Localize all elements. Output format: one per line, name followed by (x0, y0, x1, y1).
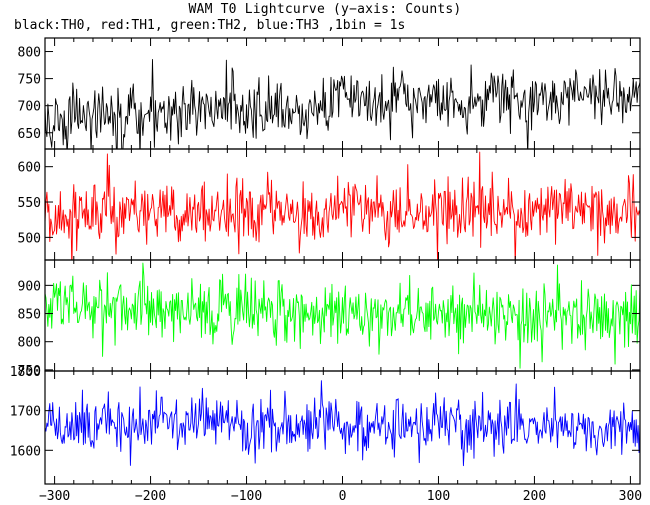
y-tick-label: 500 (18, 231, 41, 246)
x-tick-label: 300 (619, 489, 642, 504)
panel-th0: 650 700 750 800 (18, 37, 641, 150)
series-line-th1 (45, 151, 640, 260)
y-tick-label: 700 (18, 100, 41, 115)
x-tick-label: 200 (523, 489, 546, 504)
y-tick-label: 600 (18, 161, 41, 176)
chart-title: WAM T0 Lightcurve (y−axis: Counts) (188, 2, 462, 17)
y-tick-label: 800 (18, 336, 41, 351)
y-tick-label: 800 (18, 46, 41, 61)
series-line-th3 (45, 380, 640, 467)
y-tick-label: 1800 (10, 365, 41, 380)
x-tick-label: −200 (135, 489, 166, 504)
x-tick-label: −100 (231, 489, 262, 504)
y-tick-label: 1700 (10, 405, 41, 420)
chart-subtitle: black:TH0, red:TH1, green:TH2, blue:TH3 … (14, 18, 406, 33)
x-tick-label: 0 (339, 489, 347, 504)
x-tick-label: 100 (427, 489, 450, 504)
x-tick-label: −300 (39, 489, 70, 504)
panel-th2: 750 800 850 900 (18, 259, 641, 379)
y-tick-label: 550 (18, 196, 41, 211)
y-tick-label: 1600 (10, 444, 41, 459)
series-line-th2 (45, 262, 640, 369)
panel-th1: 500 550 600 (18, 148, 641, 261)
y-tick-label: 850 (18, 308, 41, 323)
y-tick-label: 750 (18, 364, 41, 379)
y-tick-label: 750 (18, 73, 41, 88)
panel-th3: 1600 1700 1800 −300 −200 −100 0 100 200 300 (10, 365, 642, 504)
series-line-th0 (45, 59, 640, 149)
y-tick-label: 650 (18, 127, 41, 142)
y-tick-label: 900 (18, 279, 41, 294)
